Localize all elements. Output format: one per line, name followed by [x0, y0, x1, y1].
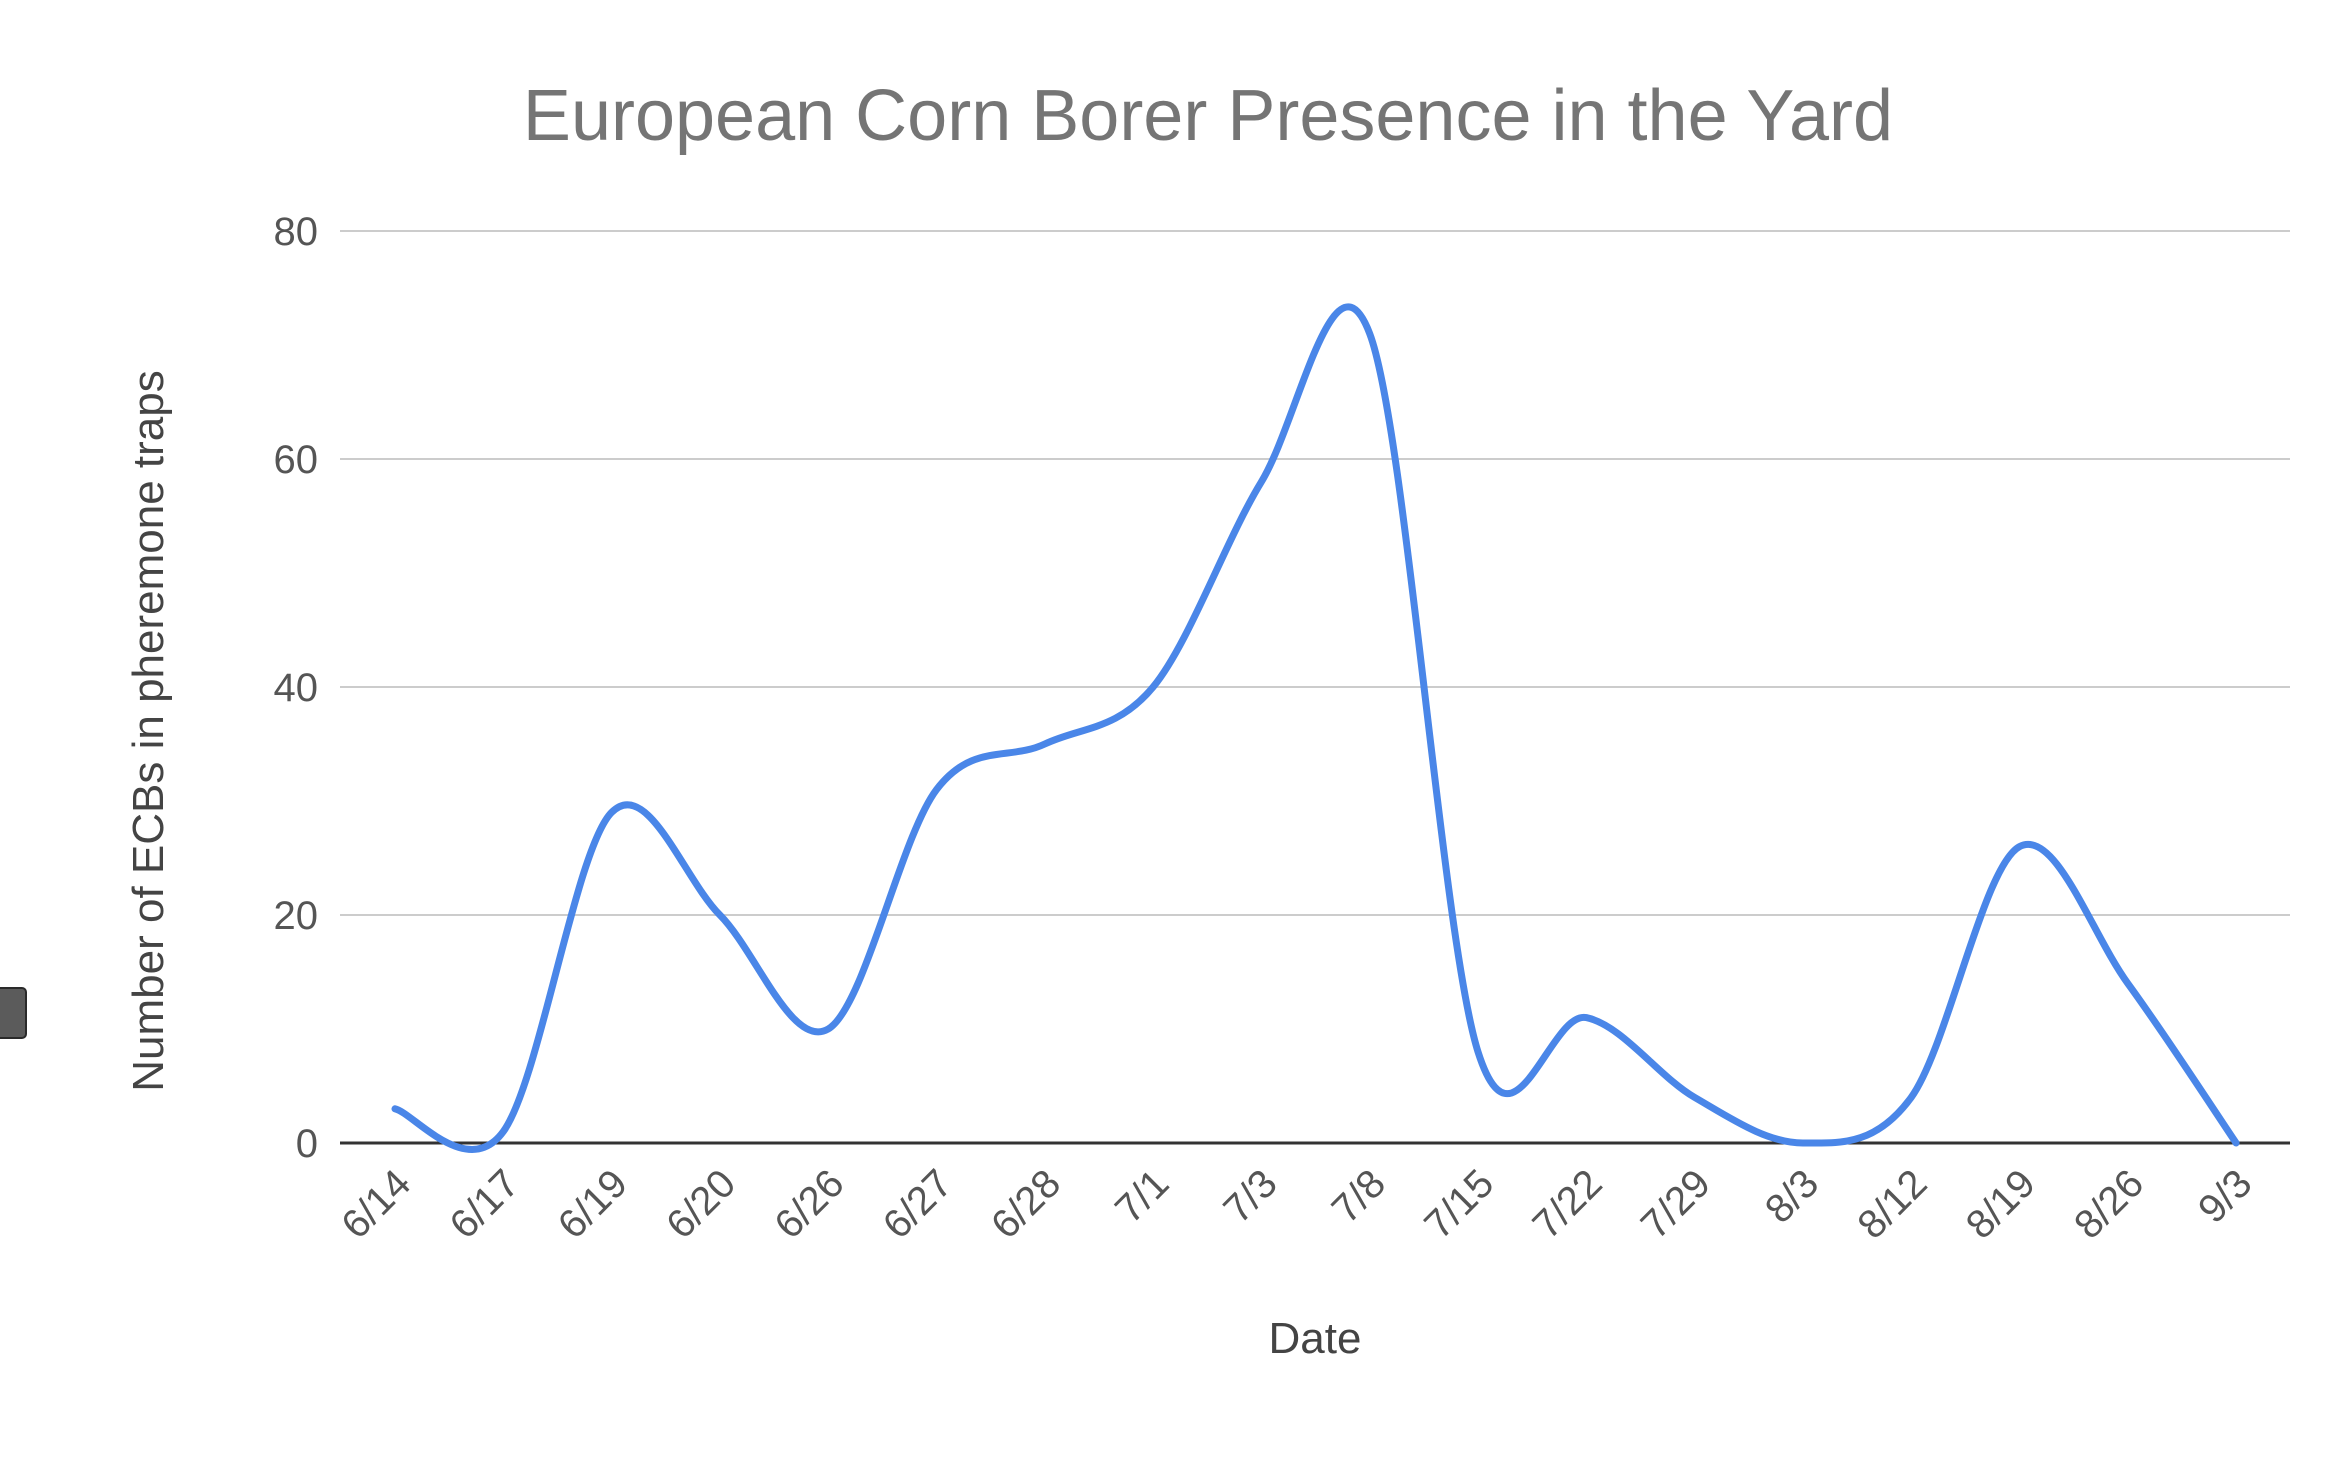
data-point-8-12[interactable] — [1905, 1091, 1917, 1103]
y-axis-title: Number of ECBs in pheremone traps — [124, 370, 173, 1091]
x-tick-label: 7/8 — [1324, 1161, 1394, 1231]
y-tick-label: 0 — [296, 1122, 318, 1166]
x-tick-label: 6/27 — [875, 1161, 961, 1247]
x-tick-label: 9/3 — [2190, 1161, 2260, 1231]
data-point-8-26[interactable] — [2122, 977, 2134, 989]
data-point-6-26[interactable] — [822, 1023, 834, 1035]
series-line — [391, 303, 2240, 1153]
y-tick-label: 40 — [274, 666, 319, 710]
label-layer: European Corn Borer Presence in the Yard… — [124, 76, 2260, 1363]
x-tick-label: 8/3 — [1757, 1161, 1827, 1231]
x-tick-label: 6/28 — [983, 1161, 1069, 1247]
data-point-6-14[interactable] — [389, 1103, 401, 1115]
x-tick-label: 8/19 — [1958, 1161, 2044, 1247]
grid-layer — [340, 230, 2290, 1145]
data-point-7-29[interactable] — [1689, 1091, 1701, 1103]
data-point-7-8[interactable] — [1364, 328, 1376, 340]
y-tick-label: 80 — [274, 210, 319, 254]
x-tick-label: 6/14 — [333, 1161, 419, 1247]
x-tick-label: 7/15 — [1416, 1161, 1502, 1247]
data-point-6-27[interactable] — [931, 784, 943, 796]
x-tick-label: 7/3 — [1215, 1161, 1285, 1231]
data-point-6-17[interactable] — [497, 1126, 509, 1138]
data-point-8-3[interactable] — [1797, 1137, 1809, 1149]
data-point-7-15[interactable] — [1472, 1046, 1484, 1058]
data-point-7-1[interactable] — [1147, 681, 1159, 693]
x-axis-title: Date — [1269, 1314, 1362, 1363]
x-tick-label: 6/19 — [550, 1161, 636, 1247]
data-point-6-20[interactable] — [714, 909, 726, 921]
data-point-7-3[interactable] — [1255, 476, 1267, 488]
x-tick-label: 6/26 — [766, 1161, 852, 1247]
x-tick-label: 7/22 — [1524, 1161, 1610, 1247]
x-tick-label: 7/29 — [1633, 1161, 1719, 1247]
y-tick-label: 60 — [274, 438, 319, 482]
data-point-8-19[interactable] — [2014, 841, 2026, 853]
x-tick-label: 8/26 — [2066, 1161, 2152, 1247]
x-tick-label: 7/1 — [1107, 1161, 1177, 1231]
x-tick-label: 6/17 — [441, 1161, 527, 1247]
series-layer — [389, 303, 2242, 1153]
data-point-6-19[interactable] — [606, 806, 618, 818]
data-point-6-28[interactable] — [1039, 738, 1051, 750]
data-point-7-22[interactable] — [1580, 1012, 1592, 1024]
x-tick-label: 6/20 — [658, 1161, 744, 1247]
y-tick-label: 20 — [274, 894, 319, 938]
side-panel-handle[interactable] — [0, 987, 27, 1039]
chart-title: European Corn Borer Presence in the Yard — [523, 76, 1893, 156]
x-tick-label: 8/12 — [1849, 1161, 1935, 1247]
data-point-9-3[interactable] — [2230, 1137, 2242, 1149]
